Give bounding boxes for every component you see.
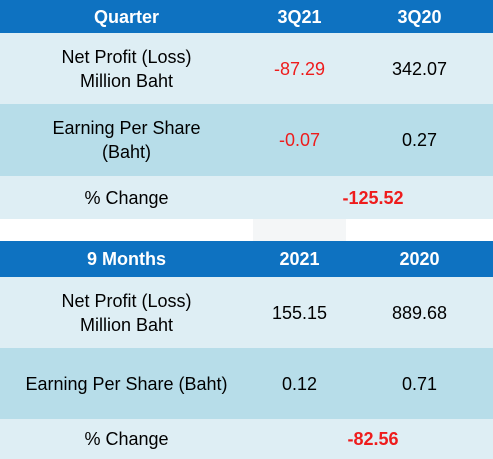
- quarter-eps-col2: 0.27: [401, 130, 438, 150]
- nine-months-net-profit-row: Net Profit (Loss) Million Baht 155.15 88…: [0, 277, 493, 348]
- nine-months-eps-row: Earning Per Share (Baht) 0.12 0.71: [0, 348, 493, 419]
- nine-months-net-profit-label-line1: Net Profit (Loss): [61, 290, 192, 311]
- quarter-header-label: Quarter: [93, 6, 160, 27]
- nine-months-change-label: % Change: [84, 429, 169, 449]
- quarter-eps-col1: -0.07: [278, 130, 321, 150]
- quarter-header-row: Quarter 3Q21 3Q20: [0, 0, 493, 33]
- quarter-eps-label-line2: (Baht): [101, 142, 152, 162]
- quarter-change-row: % Change -125.52: [0, 176, 493, 219]
- quarter-eps-label: Earning Per Share (Baht): [0, 104, 253, 176]
- nine-months-eps-col2: 0.71: [401, 373, 438, 394]
- quarter-change-label: % Change: [84, 187, 169, 208]
- quarter-eps-label-line1: Earning Per Share: [52, 118, 201, 138]
- nine-months-net-profit-label: Net Profit (Loss) Million Baht: [0, 277, 253, 348]
- quarter-net-profit-col1: -87.29: [273, 58, 326, 79]
- nine-months-net-profit-label-line2: Million Baht: [79, 314, 174, 335]
- nine-months-net-profit-col2: 889.68: [391, 302, 448, 323]
- quarter-header-col1: 3Q21: [277, 6, 322, 27]
- nine-months-change-row: % Change -82.56: [0, 419, 493, 459]
- quarter-net-profit-label-line1: Net Profit (Loss): [61, 46, 192, 67]
- table-gap: [0, 219, 493, 241]
- nine-months-header-col2: 2020: [399, 249, 440, 269]
- quarter-net-profit-label: Net Profit (Loss) Million Baht: [0, 33, 253, 104]
- nine-months-header-label: 9 Months: [87, 249, 166, 269]
- nine-months-net-profit-col1: 155.15: [271, 302, 328, 323]
- quarter-change-value: -125.52: [342, 187, 404, 208]
- quarter-eps-row: Earning Per Share (Baht) -0.07 0.27: [0, 104, 493, 176]
- nine-months-header-row: 9 Months 2021 2020: [0, 241, 493, 277]
- nine-months-eps-col1: 0.12: [281, 373, 318, 394]
- nine-months-header-col1: 2021: [279, 249, 320, 269]
- quarter-header-col2: 3Q20: [397, 6, 442, 27]
- quarter-net-profit-col2: 342.07: [391, 58, 448, 79]
- nine-months-eps-label: Earning Per Share (Baht): [25, 373, 228, 394]
- quarter-net-profit-label-line2: Million Baht: [79, 70, 174, 91]
- quarter-net-profit-row: Net Profit (Loss) Million Baht -87.29 34…: [0, 33, 493, 104]
- nine-months-change-value: -82.56: [347, 429, 399, 449]
